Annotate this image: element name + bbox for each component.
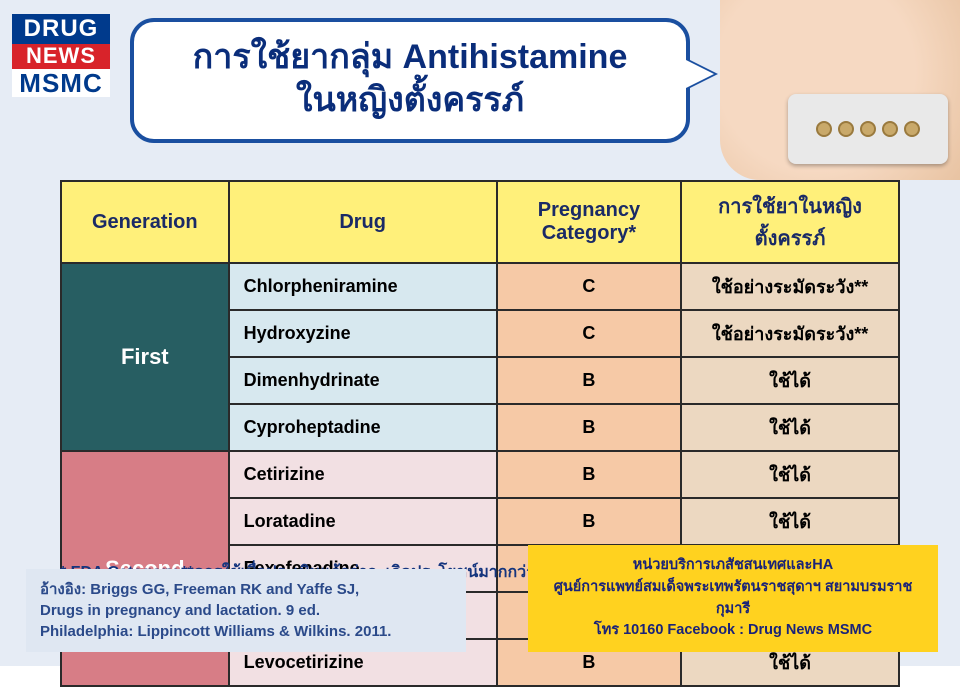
logo-block: DRUG NEWS MSMC: [12, 10, 110, 103]
contact-box: หน่วยบริการเภสัชสนเทศและHA ศูนย์การแพทย์…: [528, 545, 938, 652]
usage-cell: ใช้อย่างระมัดระวัง**: [681, 263, 899, 310]
usage-cell: ใช้อย่างระมัดระวัง**: [681, 310, 899, 357]
logo-line-1: DRUG: [12, 14, 110, 44]
category-cell: C: [497, 263, 681, 310]
table-row: SecondCetirizineBใช้ได้: [61, 451, 899, 498]
reference-line-2: Drugs in pregnancy and lactation. 9 ed.: [40, 600, 452, 621]
reference-line-1: อ้างอิง: Briggs GG, Freeman RK and Yaffe…: [40, 579, 452, 600]
table-row: FirstChlorpheniramineCใช้อย่างระมัดระวัง…: [61, 263, 899, 310]
category-cell: C: [497, 310, 681, 357]
title-line-1: การใช้ยากลุ่ม Antihistamine: [162, 36, 658, 79]
col-header-gen: Generation: [61, 181, 229, 263]
usage-cell: ใช้ได้: [681, 357, 899, 404]
drug-cell: Cyproheptadine: [229, 404, 497, 451]
col-header-drug: Drug: [229, 181, 497, 263]
logo-line-2: NEWS: [12, 44, 110, 68]
drug-cell: Cetirizine: [229, 451, 497, 498]
infographic-canvas: DRUG NEWS MSMC การใช้ยากลุ่ม Antihistami…: [0, 0, 960, 666]
col-header-cat: PregnancyCategory*: [497, 181, 681, 263]
usage-cell: ใช้ได้: [681, 404, 899, 451]
category-cell: B: [497, 404, 681, 451]
table-header: GenerationDrugPregnancyCategory*การใช้ยา…: [61, 181, 899, 263]
drug-cell: Hydroxyzine: [229, 310, 497, 357]
col-header-use: การใช้ยาในหญิงตั้งครรภ์: [681, 181, 899, 263]
title-speech-bubble: การใช้ยากลุ่ม Antihistamine ในหญิงตั้งคร…: [130, 18, 690, 143]
reference-line-3: Philadelphia: Lippincott Williams & Wilk…: [40, 621, 452, 642]
drug-cell: Loratadine: [229, 498, 497, 545]
pregnant-woman-illustration: [720, 0, 960, 180]
contact-line-3: โทร 10160 Facebook : Drug News MSMC: [540, 620, 926, 642]
pills-blister-icon: [788, 94, 948, 164]
contact-line-2: ศูนย์การแพทย์สมเด็จพระเทพรัตนราชสุดาฯ สย…: [540, 577, 926, 621]
generation-cell: First: [61, 263, 229, 451]
contact-line-1: หน่วยบริการเภสัชสนเทศและHA: [540, 555, 926, 577]
category-cell: B: [497, 451, 681, 498]
category-cell: B: [497, 357, 681, 404]
title-line-2: ในหญิงตั้งครรภ์: [162, 79, 658, 122]
reference-box: อ้างอิง: Briggs GG, Freeman RK and Yaffe…: [26, 569, 466, 652]
drug-cell: Chlorpheniramine: [229, 263, 497, 310]
drug-cell: Dimenhydrinate: [229, 357, 497, 404]
logo-line-3: MSMC: [12, 69, 110, 98]
usage-cell: ใช้ได้: [681, 498, 899, 545]
category-cell: B: [497, 498, 681, 545]
usage-cell: ใช้ได้: [681, 451, 899, 498]
